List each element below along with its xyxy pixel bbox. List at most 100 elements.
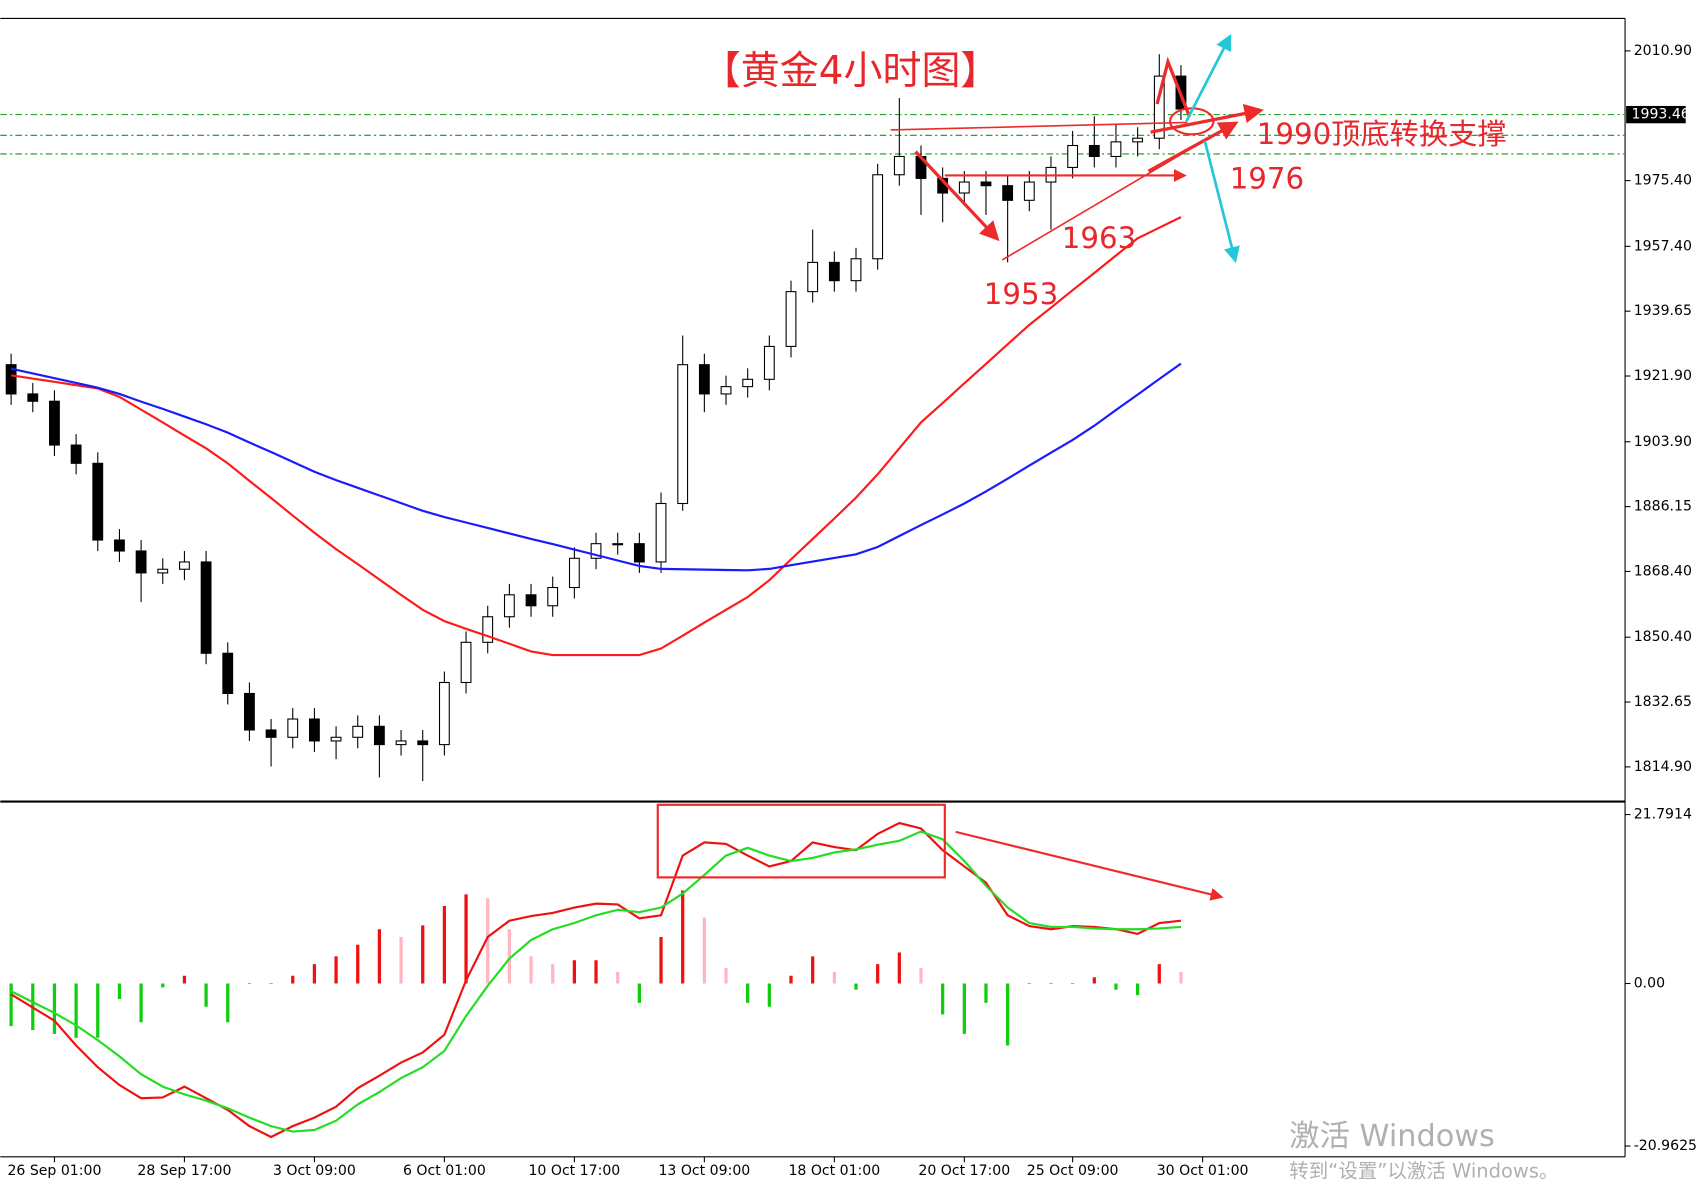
histogram-bar — [746, 983, 750, 1003]
watermark-subtitle: 转到“设置”以激活 Windows。 — [1289, 1160, 1558, 1183]
histogram-bar — [74, 983, 78, 1038]
y-tick-label: 1975.40 — [1634, 173, 1692, 189]
chart-title: 【黄金4小时图】 — [702, 49, 1000, 94]
histogram-bar — [984, 983, 988, 1003]
candle-body — [763, 345, 775, 380]
y-tick-label: 1939.65 — [1634, 303, 1692, 319]
histogram-bar — [1157, 964, 1161, 984]
current-price-box — [1626, 105, 1686, 124]
histogram-bar — [182, 975, 187, 984]
x-tick-label: 25 Oct 09:00 — [1027, 1163, 1119, 1179]
indicator-line — [10, 830, 1182, 1133]
histogram-bar — [1027, 983, 1031, 985]
drawings — [656, 33, 1264, 901]
candle-body — [1023, 181, 1035, 201]
histogram-bar — [356, 944, 360, 984]
candle-body — [92, 462, 104, 541]
candle-body — [1153, 75, 1165, 139]
candle-body — [49, 400, 60, 446]
histogram-bar — [616, 971, 620, 984]
annotation: 1963 — [1062, 221, 1136, 255]
histogram-bar — [1006, 983, 1010, 1046]
candle-body — [590, 543, 602, 559]
candle-body — [114, 539, 125, 552]
y-tick-label: 21.7914 — [1634, 807, 1692, 823]
histogram-bar — [876, 964, 880, 984]
candle-body — [503, 594, 515, 618]
histogram-bar — [789, 975, 793, 984]
candle-body — [1067, 144, 1079, 168]
y-tick-label: 1832.65 — [1634, 694, 1692, 710]
histogram-bar — [226, 983, 230, 1023]
histogram-bar — [247, 983, 252, 985]
histogram-bar — [1092, 977, 1096, 984]
y-tick-label: 1850.40 — [1634, 629, 1692, 645]
candle-body — [417, 740, 429, 746]
candle-body — [568, 557, 580, 589]
histogram-bar — [421, 925, 425, 984]
x-tick-label: 18 Oct 01:00 — [788, 1163, 880, 1179]
histogram-bar — [291, 975, 295, 984]
current-price-label: 1993.46 — [1632, 107, 1690, 123]
histogram-bar — [312, 964, 317, 984]
histogram-bar — [1071, 983, 1075, 985]
candle-body — [720, 386, 732, 395]
candle-body — [308, 718, 320, 742]
y-tick-label: 2010.90 — [1634, 43, 1692, 59]
histogram-bar — [1179, 971, 1183, 984]
histogram-bar — [572, 960, 576, 984]
histogram-bar — [96, 983, 100, 1038]
histogram-bar — [811, 956, 815, 984]
x-tick-label: 30 Oct 01:00 — [1157, 1163, 1249, 1179]
x-tick-label: 6 Oct 01:00 — [403, 1163, 486, 1179]
histogram-bar — [9, 983, 13, 1027]
y-tick-label: 1957.40 — [1634, 238, 1692, 254]
candle-body — [287, 718, 299, 738]
histogram-bar — [941, 983, 945, 1015]
frame — [0, 17, 1626, 1158]
indicator-line — [10, 362, 1182, 572]
candle-body — [373, 725, 385, 746]
candle-body — [5, 364, 17, 395]
candle-body — [850, 258, 862, 282]
histogram-bar — [659, 936, 663, 984]
candle-body — [612, 543, 624, 546]
candle-body — [135, 550, 147, 574]
candle-body — [395, 740, 407, 746]
candle-body — [438, 681, 450, 746]
candle-body — [785, 291, 797, 347]
histogram-bar — [551, 964, 555, 984]
histogram-bar — [767, 983, 771, 1007]
x-tick-label: 26 Sep 01:00 — [7, 1163, 101, 1179]
histogram-bar — [399, 936, 403, 984]
candle-body — [547, 586, 559, 607]
histogram-bar — [464, 894, 468, 984]
candle-body — [482, 616, 494, 643]
candle-body — [1110, 141, 1122, 158]
candle-body — [698, 364, 710, 395]
histogram-bar — [204, 983, 208, 1007]
candle-body — [157, 568, 169, 574]
candle-body — [1002, 185, 1014, 201]
histogram-bar — [139, 983, 143, 1023]
y-tick-label: 1868.40 — [1634, 563, 1692, 579]
watermark-title: 激活 Windows — [1289, 1119, 1495, 1154]
histogram-bar — [442, 905, 447, 984]
histogram-bar — [702, 917, 706, 984]
x-tick-label: 13 Oct 09:00 — [658, 1163, 750, 1179]
annotation: 1976 — [1230, 161, 1304, 195]
candle-body — [70, 444, 82, 464]
candle-body — [460, 641, 472, 684]
histogram-bar — [637, 983, 641, 1003]
x-tick-label: 20 Oct 17:00 — [918, 1163, 1010, 1179]
histogram-bar — [507, 929, 512, 984]
histogram-bar — [486, 898, 490, 984]
candle-body — [352, 725, 364, 738]
histogram-bar — [334, 956, 338, 984]
histogram-bar — [529, 956, 533, 984]
histogram-bar — [681, 890, 685, 984]
candle-body — [633, 543, 645, 563]
y-tick-label: 1903.90 — [1634, 434, 1692, 450]
x-tick-label: 28 Sep 17:00 — [137, 1163, 231, 1179]
histogram-bar — [1114, 983, 1118, 990]
